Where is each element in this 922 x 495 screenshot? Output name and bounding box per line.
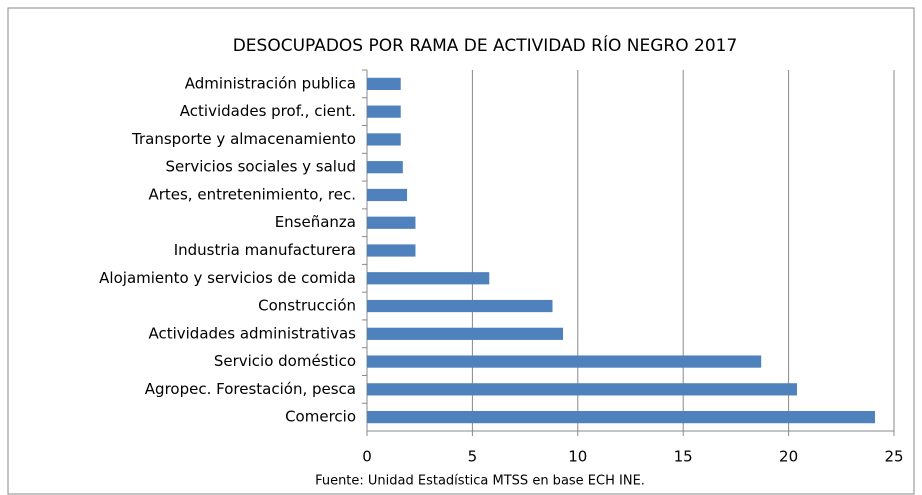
y-tick-label: Enseñanza <box>275 213 356 231</box>
y-tick-label: Agropec. Forestación, pesca <box>145 380 356 398</box>
y-tick-label: Servicio doméstico <box>214 352 356 370</box>
y-tick-label: Actividades prof., cient. <box>180 102 356 120</box>
x-tick-label: 0 <box>362 448 372 466</box>
bar <box>367 327 564 340</box>
chart-title: DESOCUPADOS POR RAMA DE ACTIVIDAD RÍO NE… <box>233 34 738 56</box>
y-tick-label: Alojamiento y servicios de comida <box>99 269 356 287</box>
x-tick-label: 5 <box>468 448 478 466</box>
x-tick-label: 20 <box>779 448 798 466</box>
bar <box>367 272 490 285</box>
y-tick-label: Actividades administrativas <box>148 324 356 342</box>
x-tick-label: 10 <box>568 448 587 466</box>
y-tick-label: Comercio <box>285 408 356 426</box>
y-tick-label: Transporte y almacenamiento <box>131 130 356 148</box>
bar <box>367 216 416 229</box>
bar <box>367 411 876 424</box>
bar <box>367 105 401 118</box>
x-tick-label: 25 <box>884 448 903 466</box>
y-tick-label: Artes, entretenimiento, rec. <box>148 185 356 203</box>
bar <box>367 244 416 257</box>
bar <box>367 355 762 368</box>
bar <box>367 77 401 90</box>
bar <box>367 383 798 396</box>
y-tick-label: Construcción <box>258 297 356 315</box>
bar <box>367 188 408 202</box>
x-tick-label: 15 <box>674 448 693 466</box>
y-tick-label: Servicios sociales y salud <box>165 158 356 176</box>
source-note: Fuente: Unidad Estadística MTSS en base … <box>315 474 645 489</box>
bar <box>367 161 403 174</box>
bar <box>367 299 553 313</box>
y-tick-label: Administración publica <box>185 74 356 92</box>
bar <box>367 133 401 146</box>
y-tick-label: Industria manufacturera <box>174 241 356 259</box>
